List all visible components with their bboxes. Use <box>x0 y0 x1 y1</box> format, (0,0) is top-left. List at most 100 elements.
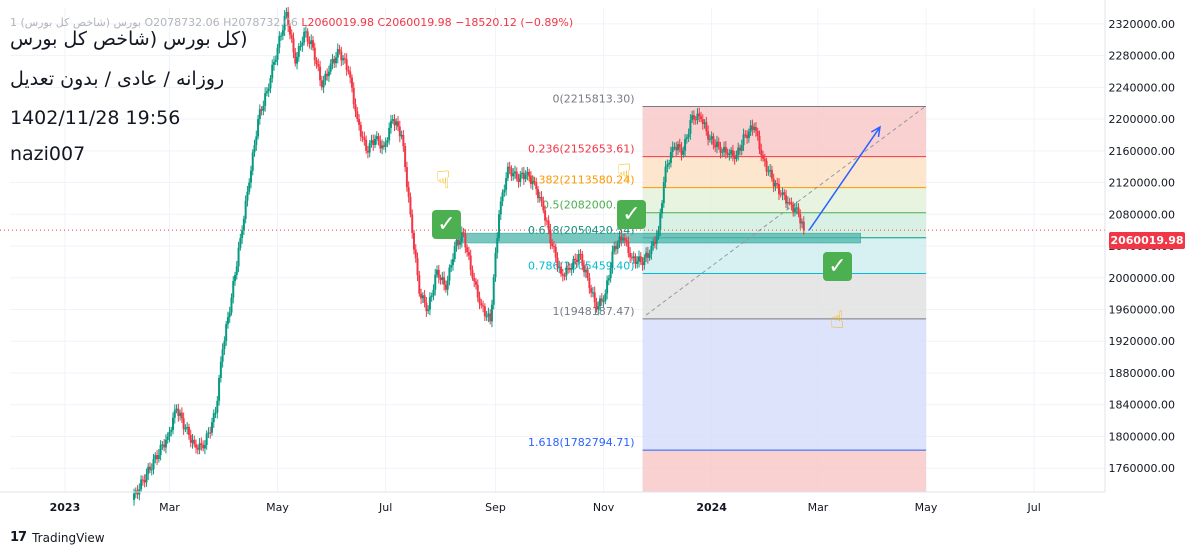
low-value: L2060019.98 <box>301 16 375 29</box>
candle-body <box>746 134 749 139</box>
candle-body <box>283 15 286 31</box>
price-tick-label: 2240000.00 <box>1109 81 1175 94</box>
candle-body <box>331 58 334 64</box>
candle-body <box>652 241 655 246</box>
candle-body <box>529 176 532 185</box>
candle-body <box>739 147 741 151</box>
candle-body <box>760 149 763 156</box>
candle-body <box>609 267 612 279</box>
candle-body <box>274 59 277 63</box>
time-tick-label: Jul <box>378 501 392 514</box>
candle-body <box>350 77 353 88</box>
candle-body <box>437 269 440 278</box>
candle-body <box>565 267 568 276</box>
candle-body <box>251 152 254 171</box>
candle-body <box>717 141 720 147</box>
candle-body <box>600 298 603 302</box>
fib-level-label: 0.236(2152653.61) <box>528 143 635 156</box>
fibonacci-retracement[interactable]: 0(2215813.30) 0.236(2152653.61) 0.382(2113… <box>528 93 927 492</box>
candle-body <box>763 158 766 161</box>
fib-band <box>642 237 927 274</box>
candle-body <box>258 109 261 120</box>
candle-body <box>164 439 167 448</box>
candle-body <box>273 62 276 65</box>
candle-body <box>170 429 173 432</box>
candle-body <box>368 143 371 153</box>
candle-body <box>659 213 662 231</box>
candle-body <box>685 137 688 139</box>
candle-body <box>691 115 694 121</box>
candle-body <box>611 251 614 268</box>
candle-body <box>572 258 575 269</box>
candle-body <box>731 150 734 157</box>
candle-body <box>320 80 323 88</box>
open-value: O2078732.06 <box>144 16 220 29</box>
candle-body <box>537 189 540 199</box>
time-axis[interactable]: 2023 Mar May Jul Sep Nov 2024 Mar May Jul <box>0 491 1105 514</box>
projection-arrow[interactable] <box>808 125 881 231</box>
candle-body <box>294 52 297 64</box>
candle-body <box>599 298 602 307</box>
price-tick-label: 2280000.00 <box>1109 50 1175 63</box>
candle-body <box>574 258 577 260</box>
candle-body <box>276 47 279 60</box>
candle-body <box>710 136 713 139</box>
candle-body <box>692 115 695 120</box>
pointing-hand-icon: ☝ <box>830 306 845 334</box>
candle-body <box>762 155 765 159</box>
candle-body <box>159 444 162 455</box>
time-tick-label: May <box>915 501 938 514</box>
candle-body <box>446 280 449 290</box>
candle-body <box>163 444 166 448</box>
candle-body <box>193 439 196 445</box>
candle-body <box>506 166 509 179</box>
candle-body <box>544 210 547 221</box>
candle-body <box>620 236 623 241</box>
candle-body <box>370 140 373 144</box>
candle-body <box>322 80 325 88</box>
candle-body <box>448 267 451 281</box>
candle-body <box>613 246 616 252</box>
candle-body <box>664 166 667 183</box>
candle-body <box>420 293 423 299</box>
trend-line[interactable] <box>645 106 925 316</box>
candle-body <box>584 269 587 273</box>
candle-body <box>457 240 460 245</box>
high-value: H2078732.06 <box>223 16 298 29</box>
candle-body <box>641 261 644 266</box>
price-tick-label: 2120000.00 <box>1109 177 1175 190</box>
candle-body <box>290 34 293 39</box>
fib-level-label: 0(2215813.30) <box>552 93 634 106</box>
candle-body <box>140 479 143 490</box>
candle-body <box>485 316 488 318</box>
candle-body <box>590 288 593 293</box>
candle-body <box>586 269 589 278</box>
candle-body <box>210 422 213 433</box>
candle-body <box>638 256 641 262</box>
candle-body <box>428 297 431 310</box>
candle-body <box>161 444 164 446</box>
candle-body <box>747 131 750 139</box>
candle-body <box>714 144 717 148</box>
candle-body <box>308 41 311 45</box>
pointing-hand-icon: ☟ <box>436 166 451 194</box>
price-tick-label: 1880000.00 <box>1109 367 1175 380</box>
candle-body <box>338 49 341 52</box>
price-axis[interactable]: 1760000.00 1800000.00 1840000.00 1880000.00… <box>1104 0 1175 492</box>
candle-body <box>770 169 773 179</box>
candle-body <box>476 284 479 298</box>
candle-body <box>604 293 607 302</box>
candle-body <box>467 252 470 256</box>
candle-body <box>735 154 738 159</box>
candle-body <box>230 297 233 313</box>
candle-body <box>296 56 299 64</box>
ohlc-legend: 1 (شاخص کل بورس) بورس O2078732.06 H20787… <box>10 16 573 29</box>
candle-body <box>521 172 524 175</box>
price-tick-label: 1800000.00 <box>1109 430 1175 443</box>
candle-body <box>148 466 151 470</box>
fib-level-label: 0.786(2005459.40) <box>528 259 635 272</box>
candle-body <box>724 146 727 153</box>
candle-body <box>349 71 352 78</box>
candle-body <box>453 246 456 260</box>
